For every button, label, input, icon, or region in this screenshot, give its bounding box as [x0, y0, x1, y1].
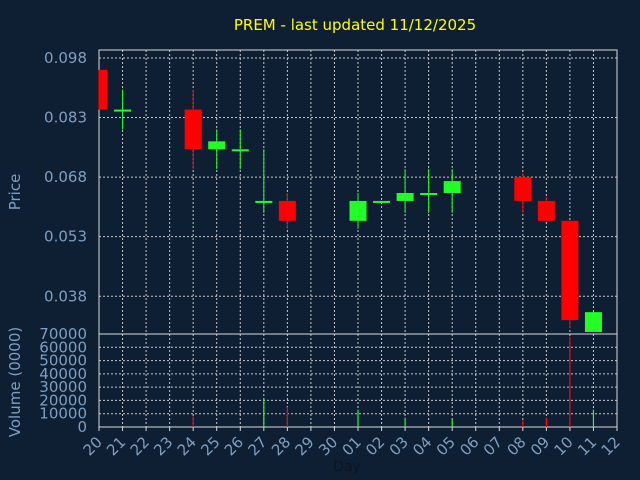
- candle-body: [184, 109, 202, 150]
- x-tick-label: 04: [409, 433, 435, 459]
- x-tick-label: 22: [127, 433, 153, 459]
- candle: [537, 196, 555, 221]
- price-tick-label: 0.038: [44, 287, 87, 305]
- candle-body: [255, 200, 273, 203]
- x-tick-label: 21: [103, 433, 129, 459]
- candle: [514, 173, 532, 213]
- x-tick-label: 30: [315, 433, 341, 459]
- x-axis-label: Day: [333, 459, 361, 475]
- candle-body: [114, 109, 132, 112]
- candle-body: [373, 200, 391, 203]
- candle: [349, 192, 367, 229]
- chart-title: PREM - last updated 11/12/2025: [234, 16, 476, 34]
- candle-body: [420, 192, 438, 195]
- x-tick-label: 06: [456, 433, 482, 459]
- candle: [420, 169, 438, 213]
- candle-body: [396, 192, 414, 201]
- x-tick-label: 01: [339, 433, 365, 459]
- volume-tick-label: 20000: [39, 391, 87, 409]
- x-tick-label: 29: [292, 433, 318, 459]
- price-tick-label: 0.053: [44, 228, 87, 246]
- candle-body: [278, 200, 296, 221]
- volume-axis-label: Volume (0000): [6, 327, 24, 437]
- x-tick-label: 10: [551, 433, 577, 459]
- x-tick-label: 20: [80, 433, 106, 459]
- candle: [184, 89, 202, 170]
- candle: [584, 312, 602, 333]
- x-tick-label: 02: [362, 433, 388, 459]
- candle-body: [99, 69, 108, 110]
- price-tick-label: 0.083: [44, 109, 87, 127]
- candle-body: [349, 200, 367, 221]
- candle: [278, 192, 296, 229]
- x-axis: 2021222324252627282930010203040506070809…: [80, 427, 624, 459]
- volume-tick-label: 50000: [39, 352, 87, 370]
- price-axis-label: Price: [6, 174, 24, 211]
- x-tick-label: 07: [480, 433, 506, 459]
- candle-body: [561, 220, 579, 321]
- price-panel: 0.098 0.083 0.068 0.053 0.038: [44, 49, 618, 335]
- candle-body: [208, 141, 226, 150]
- candle-body: [537, 200, 555, 221]
- candle: [396, 169, 414, 213]
- price-tick-label: 0.068: [44, 168, 87, 186]
- volume-tick-label: 60000: [39, 338, 87, 356]
- volume-tick-label: 10000: [39, 405, 87, 423]
- x-tick-label: 08: [503, 433, 529, 459]
- candle: [255, 149, 273, 213]
- x-tick-label: 03: [386, 433, 412, 459]
- volume-tick-label: 30000: [39, 378, 87, 396]
- candle: [98, 69, 108, 110]
- candle-body: [584, 312, 602, 333]
- price-tick-label: 0.098: [44, 49, 87, 67]
- x-tick-label: 27: [244, 433, 270, 459]
- x-tick-label: 25: [197, 433, 223, 459]
- candle: [373, 200, 391, 203]
- candle-body: [443, 181, 461, 193]
- x-tick-label: 28: [268, 433, 294, 459]
- candle: [443, 169, 461, 213]
- x-tick-label: 24: [174, 433, 200, 459]
- x-tick-label: 26: [221, 433, 247, 459]
- x-tick-label: 09: [527, 433, 553, 459]
- candle: [114, 89, 132, 130]
- x-tick-label: 11: [574, 433, 600, 459]
- candle: [231, 129, 249, 170]
- volume-tick-label: 0: [77, 418, 87, 436]
- volume-tick-label: 70000: [39, 325, 87, 343]
- candle-body: [231, 149, 249, 152]
- candle: [561, 220, 579, 329]
- volume-tick-label: 40000: [39, 365, 87, 383]
- candle-body: [514, 177, 532, 201]
- x-tick-label: 12: [598, 433, 624, 459]
- x-tick-label: 23: [150, 433, 176, 459]
- candle: [208, 129, 226, 170]
- x-tick-label: 05: [433, 433, 459, 459]
